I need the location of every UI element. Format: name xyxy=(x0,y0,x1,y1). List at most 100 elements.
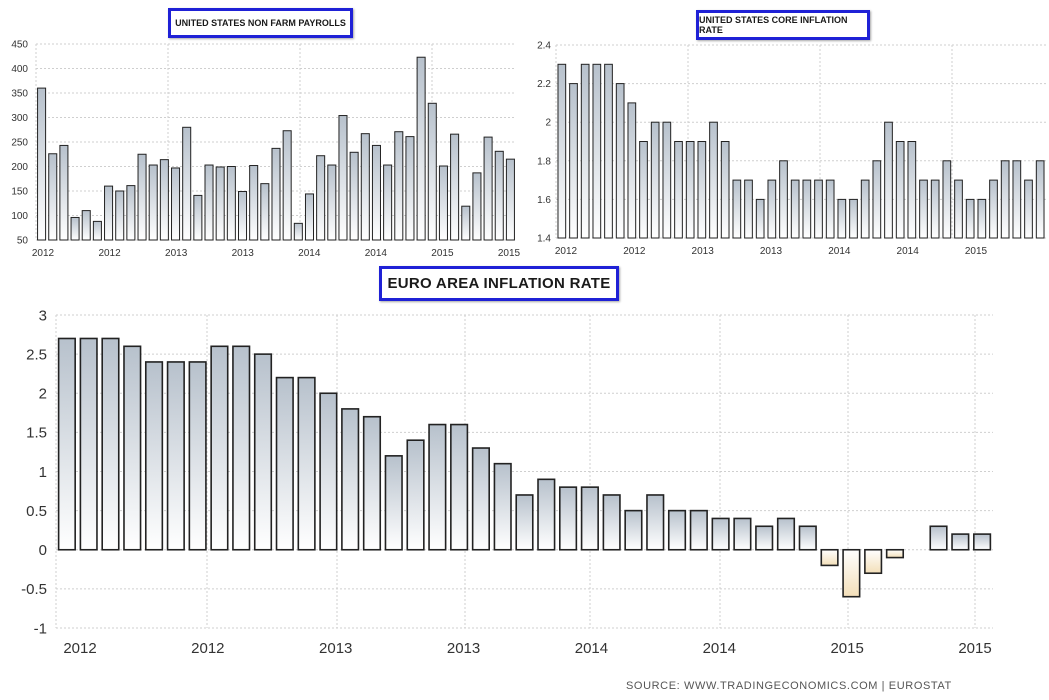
bar xyxy=(171,167,181,241)
x-tick-label: 2014 xyxy=(298,248,321,259)
bar xyxy=(384,455,403,551)
bar xyxy=(685,141,695,239)
bar xyxy=(341,408,360,551)
bar xyxy=(371,144,381,241)
x-tick-label: 2015 xyxy=(958,640,991,657)
y-tick-label: 0 xyxy=(39,542,47,559)
bar xyxy=(144,361,164,551)
bar xyxy=(662,121,672,239)
bar xyxy=(849,198,858,239)
bar xyxy=(689,509,708,551)
bar xyxy=(406,439,425,551)
bar xyxy=(604,63,613,239)
bar xyxy=(226,166,236,241)
bar xyxy=(275,376,294,551)
bar xyxy=(646,494,665,551)
bar xyxy=(327,164,337,241)
bar xyxy=(37,87,47,241)
bar xyxy=(79,337,98,551)
y-tick-label: 2 xyxy=(39,386,47,403)
bar xyxy=(627,102,637,239)
bar xyxy=(954,179,963,239)
bar xyxy=(338,115,348,241)
core-inflation-chart: 1.4 1.6 1.8 2 2.2 2.4 2012 2012 2013 2013 2014 2014… xyxy=(537,41,1046,257)
bar xyxy=(483,136,493,241)
bar xyxy=(989,179,998,239)
y-tick-label: 1.5 xyxy=(26,425,47,442)
bar xyxy=(193,194,203,241)
bar xyxy=(674,141,683,239)
bar xyxy=(450,423,469,551)
bar xyxy=(951,533,970,551)
bar xyxy=(580,63,590,239)
bar xyxy=(942,160,952,239)
bar xyxy=(802,179,812,239)
x-tick-label: 2012 xyxy=(98,248,121,259)
x-tick-label: 2012 xyxy=(623,246,646,257)
bar xyxy=(137,153,147,241)
bar xyxy=(148,164,158,241)
bar xyxy=(929,525,948,551)
bar xyxy=(820,548,839,567)
bar xyxy=(624,509,643,551)
bar xyxy=(115,190,125,241)
bar xyxy=(711,517,730,551)
bar xyxy=(615,83,625,239)
bar xyxy=(767,179,777,239)
bar xyxy=(592,63,602,239)
y-tick-label: 2.4 xyxy=(537,41,551,52)
bar xyxy=(104,185,114,241)
bar xyxy=(755,198,765,239)
bar xyxy=(872,160,882,239)
bar xyxy=(293,222,303,241)
y-tick-label: 1.6 xyxy=(537,195,551,206)
y-tick-label: 2.2 xyxy=(537,79,551,90)
x-tick-label: 2015 xyxy=(830,640,863,657)
bar xyxy=(232,345,251,551)
bar xyxy=(842,548,861,598)
bar xyxy=(557,63,567,239)
bar xyxy=(505,158,515,241)
bar xyxy=(559,486,578,551)
y-tick-label: 250 xyxy=(11,138,28,149)
bar xyxy=(319,392,338,551)
x-tick-label: 2014 xyxy=(365,248,388,259)
bar xyxy=(416,56,426,241)
bar xyxy=(405,136,415,241)
bar xyxy=(166,361,185,551)
bar xyxy=(602,494,621,551)
bar xyxy=(885,548,905,559)
bar xyxy=(732,179,742,239)
bar xyxy=(864,548,883,575)
bar xyxy=(360,133,370,241)
bar xyxy=(59,144,69,241)
bar xyxy=(825,179,835,239)
bar xyxy=(798,525,817,551)
bar xyxy=(282,130,292,241)
bar xyxy=(159,159,169,241)
x-tick-label: 2013 xyxy=(319,640,352,657)
x-tick-label: 2014 xyxy=(575,640,608,657)
bar xyxy=(977,198,987,239)
x-tick-label: 2013 xyxy=(165,248,188,259)
bar xyxy=(428,423,447,551)
bar xyxy=(237,190,248,241)
bar xyxy=(1012,160,1022,239)
y-tick-label: 1.8 xyxy=(537,156,551,167)
bar xyxy=(210,345,229,551)
bar xyxy=(461,205,471,241)
x-tick-label: 2013 xyxy=(692,246,715,257)
y-tick-label: 1.4 xyxy=(537,234,551,245)
y-tick-label: 350 xyxy=(11,89,28,100)
bar xyxy=(297,376,316,551)
bar xyxy=(569,83,578,239)
bar xyxy=(1035,160,1045,239)
bar xyxy=(733,517,752,551)
bar xyxy=(70,216,80,241)
bar xyxy=(1024,179,1033,239)
y-tick-label: 450 xyxy=(11,40,28,51)
bar xyxy=(57,337,76,551)
x-tick-label: 2015 xyxy=(431,248,454,259)
bar xyxy=(427,102,437,241)
euro-inflation-title: EURO AREA INFLATION RATE xyxy=(379,266,619,301)
